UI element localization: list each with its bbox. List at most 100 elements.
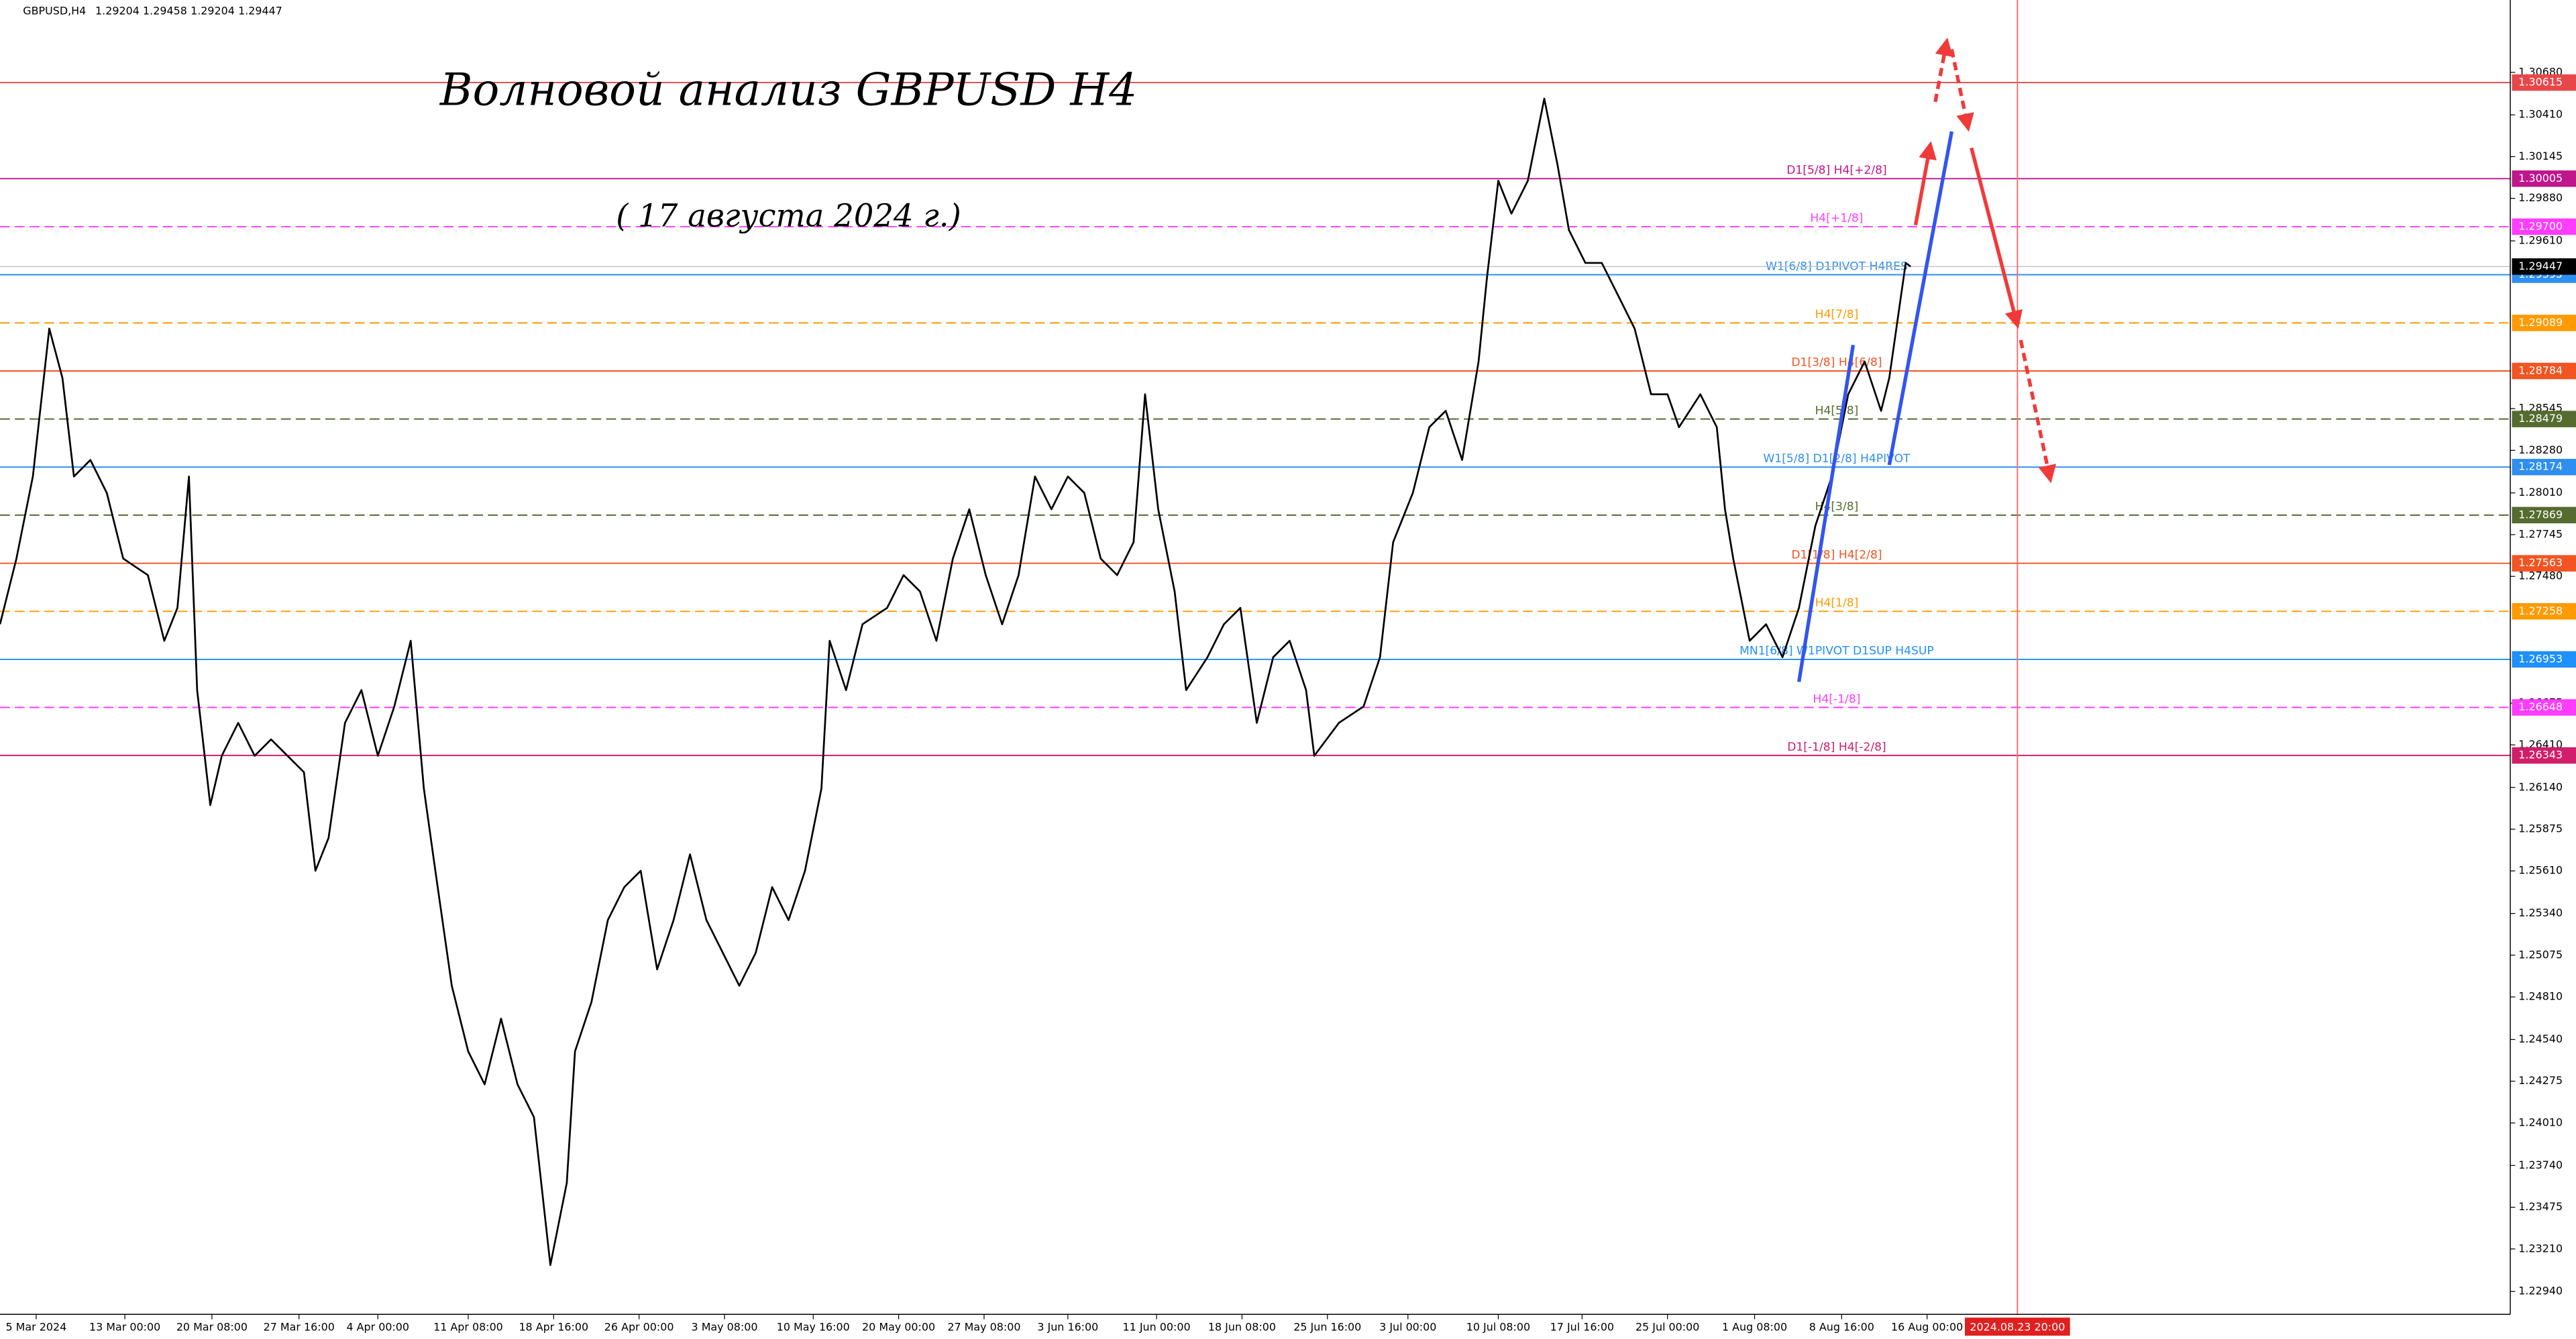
level-label: W1[5/8] D1[2/8] H4PIVOT [1763,452,1911,466]
y-tick-label: 1.27745 [2518,527,2563,540]
x-tick-label: 1 Aug 08:00 [1722,1320,1787,1333]
y-tick-label: 1.24810 [2518,990,2563,1003]
low-price: 1.29204 [191,5,235,17]
y-tick-label: 1.26140 [2518,780,2563,793]
wave-line [1887,131,1954,466]
forecast-arrow [1913,141,1937,226]
x-tick-label: 11 Apr 08:00 [433,1320,503,1333]
level-price-label: 1.26343 [2518,749,2563,761]
x-tick-label: 18 Apr 16:00 [519,1320,588,1333]
open-price: 1.29204 [95,5,140,17]
level-price-label: 1.28784 [2518,364,2563,376]
x-tick-label: 25 Jul 00:00 [1635,1320,1699,1333]
level-price-label: 1.26648 [2518,700,2563,713]
forecast-arrow [1933,37,1953,103]
cursor-time-box [1964,1318,2070,1336]
level-price-box [2512,506,2576,524]
y-tick-label: 1.29610 [2518,234,2563,247]
level-price-box [2512,170,2576,187]
y-tick-label: 1.27480 [2518,570,2563,582]
level-price-box [2512,74,2576,91]
level-label: D1[5/8] H4[+2/8] [1786,164,1887,177]
price-line [0,97,1911,1267]
level-label: H4[1/8] [1815,596,1859,610]
level-price-box [2512,411,2576,427]
current-price-label: 1.29447 [2518,260,2563,272]
y-tick-label: 1.30410 [2518,108,2563,121]
level-label: D1[1/8] H4[2/8] [1791,548,1882,561]
level-price-box [2512,747,2576,764]
x-tick-label: 11 Jun 00:00 [1123,1320,1191,1333]
level-label: H4[7/8] [1815,308,1859,321]
wave-annotations [1796,37,2057,682]
level-price-label: 1.29089 [2518,316,2563,329]
y-tick-label: 1.24540 [2518,1032,2563,1045]
x-tick-label: 10 Jul 08:00 [1466,1320,1530,1333]
x-tick-label: 20 May 00:00 [862,1320,935,1333]
x-tick-label: 13 Mar 00:00 [89,1320,160,1333]
level-price-box [2512,555,2576,572]
x-tick-label: 5 Mar 2024 [6,1320,67,1333]
forecast-arrow [1949,48,1974,132]
chart-subtitle: ( 17 августа 2024 г.) [616,198,961,234]
level-price-label: 1.27258 [2518,604,2563,617]
y-tick-label: 1.25875 [2518,822,2563,835]
x-tick-label: 27 Mar 16:00 [264,1320,335,1333]
chart-title: Волновой анализ GBPUSD H4 [439,64,1137,116]
x-tick-label: 27 May 08:00 [947,1320,1020,1333]
level-price-box [2512,699,2576,716]
level-price-label: 1.27869 [2518,508,2563,521]
level-price-label: 1.28479 [2518,412,2563,425]
y-tick-label: 1.23475 [2518,1200,2563,1213]
close-price: 1.29447 [238,5,282,17]
x-tick-label: 17 Jul 16:00 [1550,1320,1614,1333]
y-tick-label: 1.22940 [2518,1285,2563,1297]
level-price-label: 1.30005 [2518,172,2563,184]
level-label: H4[5/8] [1815,404,1859,417]
x-tick-label: 26 Apr 00:00 [604,1320,674,1333]
y-tick-label: 1.25075 [2518,948,2563,961]
level-price-label: 1.30615 [2518,76,2563,89]
y-tick-label: 1.28280 [2518,443,2563,456]
y-tick-label: 1.25610 [2518,864,2563,877]
level-label: D1[-1/8] H4[-2/8] [1787,741,1886,754]
levels: D1[5/8] H4[+2/8]H4[+1/8]W1[6/8] D1PIVOT … [0,82,2511,757]
x-tick-label: 25 Jun 16:00 [1293,1320,1361,1333]
x-tick-label: 4 Apr 00:00 [346,1320,409,1333]
level-price-box [2512,458,2576,476]
level-label: MN1[6/8] W1PIVOT D1SUP H4SUP [1739,645,1934,658]
x-tick-label: 3 May 08:00 [692,1320,758,1333]
level-price-box [2512,362,2576,380]
current-price-box [2512,258,2576,275]
level-label: H4[+1/8] [1810,212,1863,225]
y-tick-label: 1.23210 [2518,1242,2563,1254]
y-tick-label: 1.23740 [2518,1159,2563,1171]
x-tick-label: 3 Jun 16:00 [1037,1320,1098,1333]
plot [0,97,1911,1267]
y-tick-label: 1.28010 [2518,486,2563,498]
x-tick-label: 8 Aug 16:00 [1809,1320,1874,1333]
y-tick-label: 1.30145 [2518,150,2563,162]
level-price-label: 1.27563 [2518,556,2563,569]
level-price-label: 1.29700 [2518,219,2563,232]
cursor-time-label: 2024.08.23 20:00 [1970,1320,2065,1333]
level-label: H4[-1/8] [1813,692,1861,706]
x-tick-label: 20 Mar 08:00 [176,1320,248,1333]
level-price-label: 1.26953 [2518,652,2563,665]
level-price-box [2512,603,2576,620]
wave-line [1796,344,1856,682]
y-tick-label: 1.29880 [2518,191,2563,204]
y-tick-label: 1.25340 [2518,906,2563,919]
level-price-label: 1.28174 [2518,460,2563,473]
level-price-box [2512,218,2576,235]
x-tick-label: 18 Jun 08:00 [1208,1320,1276,1333]
symbol: GBPUSD,H4 [23,5,86,17]
x-tick-label: 10 May 16:00 [777,1320,850,1333]
forecast-arrow [1970,147,2023,329]
y-tick-label: 1.24010 [2518,1116,2563,1128]
forecast-arrow [2019,339,2057,484]
x-tick-label: 16 Aug 00:00 [1891,1320,1963,1333]
x-tick-label: 3 Jul 00:00 [1379,1320,1436,1333]
